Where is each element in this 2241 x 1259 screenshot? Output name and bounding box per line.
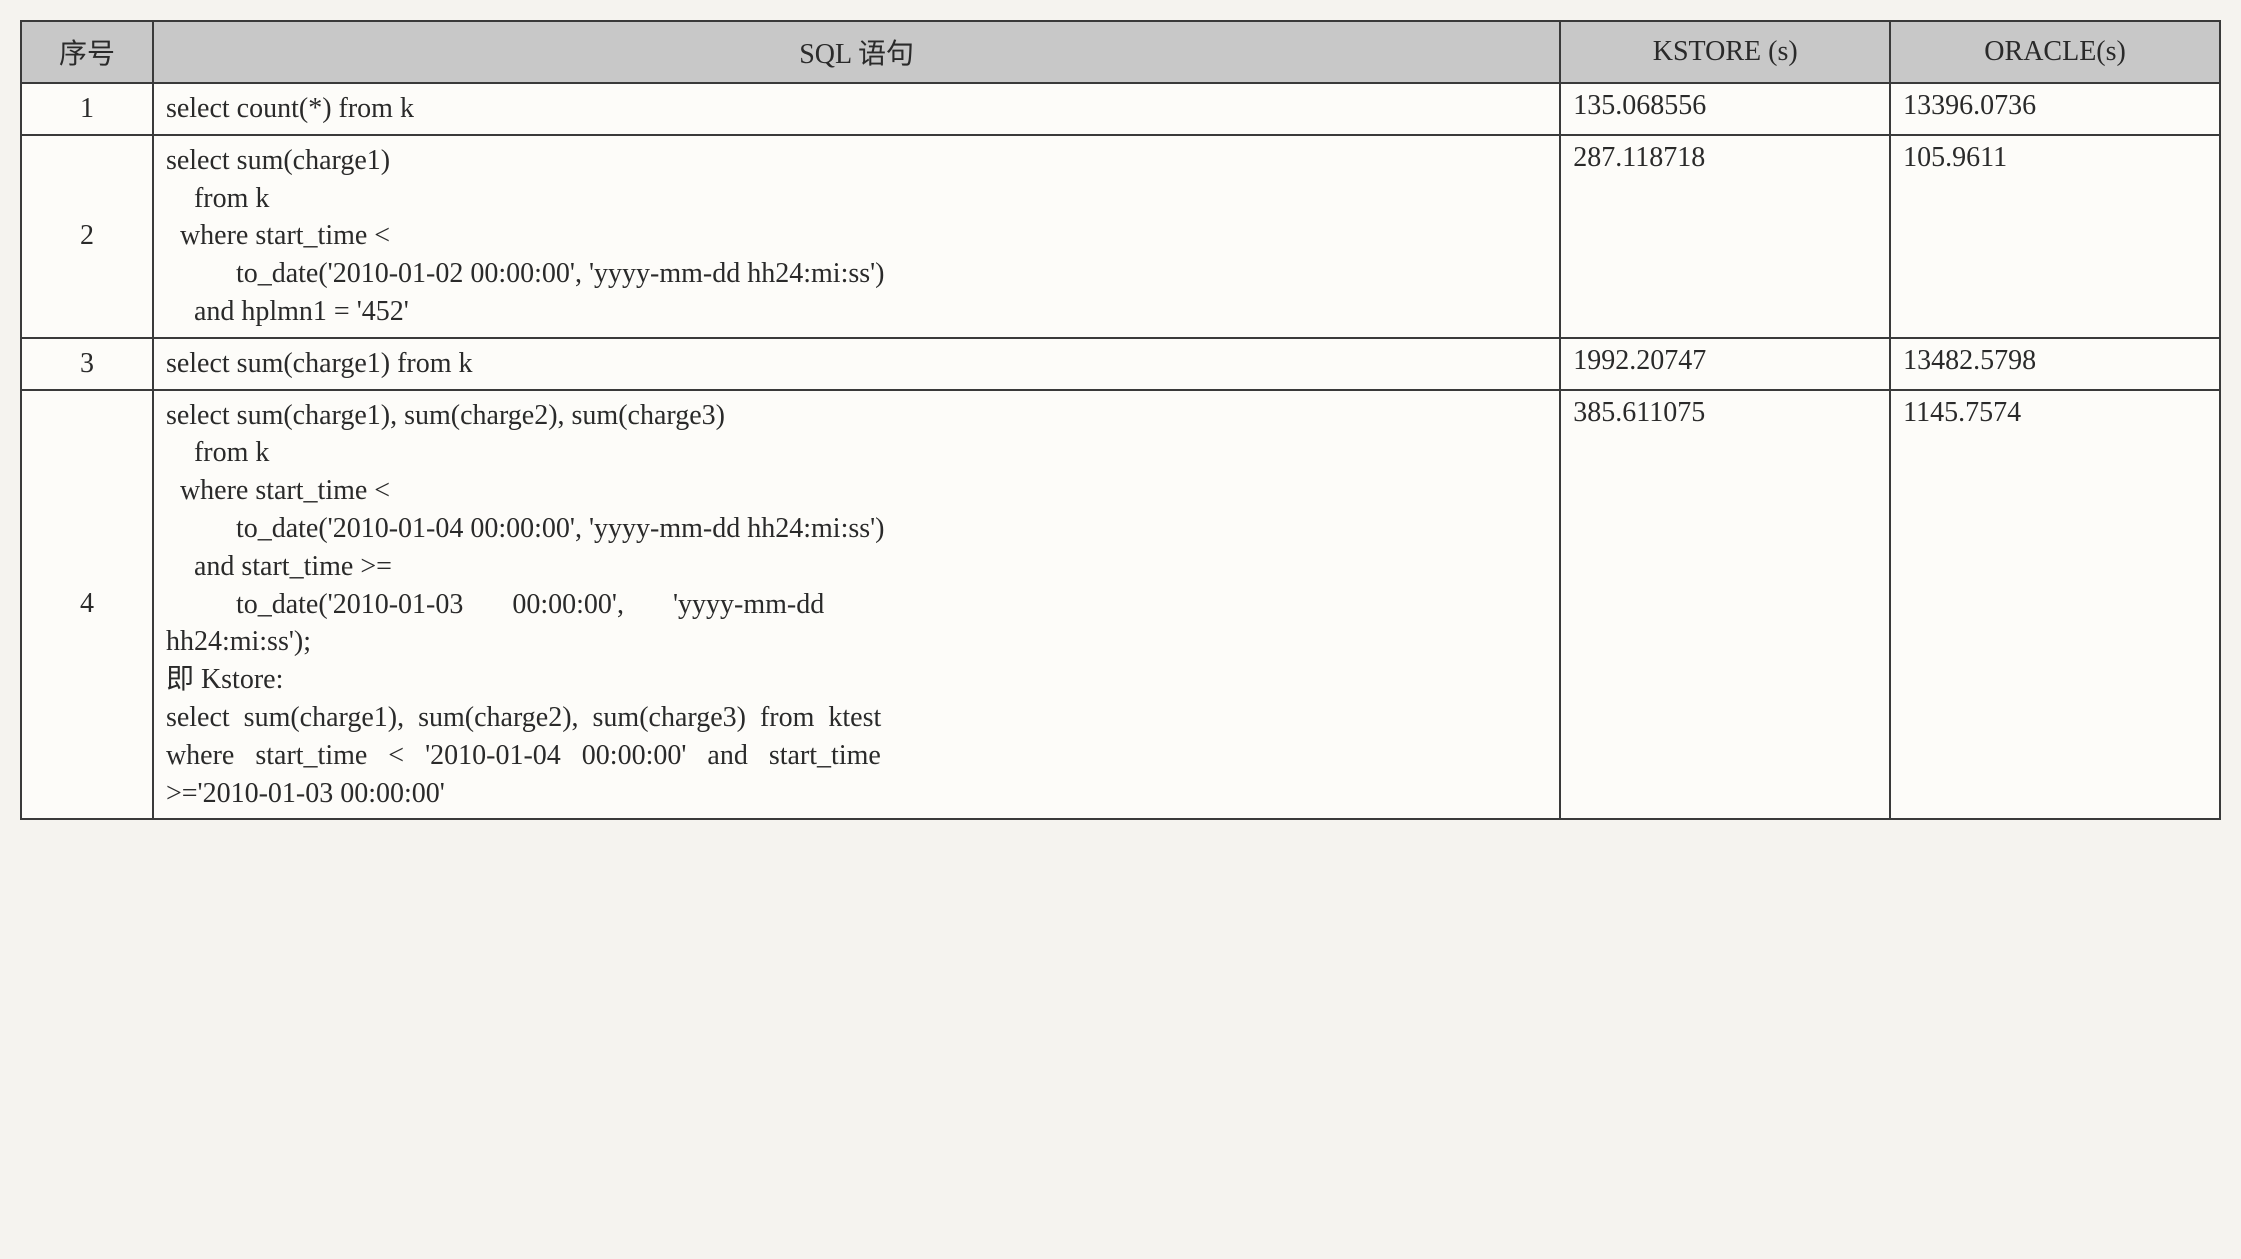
col-header-kstore: KSTORE (s) <box>1560 21 1890 83</box>
cell-oracle: 105.9611 <box>1890 135 2220 338</box>
cell-seq: 2 <box>21 135 153 338</box>
cell-sql: select sum(charge1) from k <box>153 338 1560 390</box>
table-row: 3 select sum(charge1) from k 1992.20747 … <box>21 338 2220 390</box>
sql-comparison-table: 序号 SQL 语句 KSTORE (s) ORACLE(s) 1 select … <box>20 20 2221 820</box>
cell-kstore: 385.611075 <box>1560 390 1890 820</box>
table-header-row: 序号 SQL 语句 KSTORE (s) ORACLE(s) <box>21 21 2220 83</box>
cell-oracle: 13396.0736 <box>1890 83 2220 135</box>
cell-oracle: 13482.5798 <box>1890 338 2220 390</box>
cell-kstore: 135.068556 <box>1560 83 1890 135</box>
cell-oracle: 1145.7574 <box>1890 390 2220 820</box>
col-header-oracle: ORACLE(s) <box>1890 21 2220 83</box>
table-row: 2 select sum(charge1) from k where start… <box>21 135 2220 338</box>
cell-sql: select count(*) from k <box>153 83 1560 135</box>
cell-kstore: 287.118718 <box>1560 135 1890 338</box>
cell-seq: 4 <box>21 390 153 820</box>
cell-seq: 3 <box>21 338 153 390</box>
cell-seq: 1 <box>21 83 153 135</box>
table-row: 4 select sum(charge1), sum(charge2), sum… <box>21 390 2220 820</box>
cell-kstore: 1992.20747 <box>1560 338 1890 390</box>
cell-sql: select sum(charge1), sum(charge2), sum(c… <box>153 390 1560 820</box>
col-header-sql: SQL 语句 <box>153 21 1560 83</box>
cell-sql: select sum(charge1) from k where start_t… <box>153 135 1560 338</box>
table-row: 1 select count(*) from k 135.068556 1339… <box>21 83 2220 135</box>
col-header-seq: 序号 <box>21 21 153 83</box>
